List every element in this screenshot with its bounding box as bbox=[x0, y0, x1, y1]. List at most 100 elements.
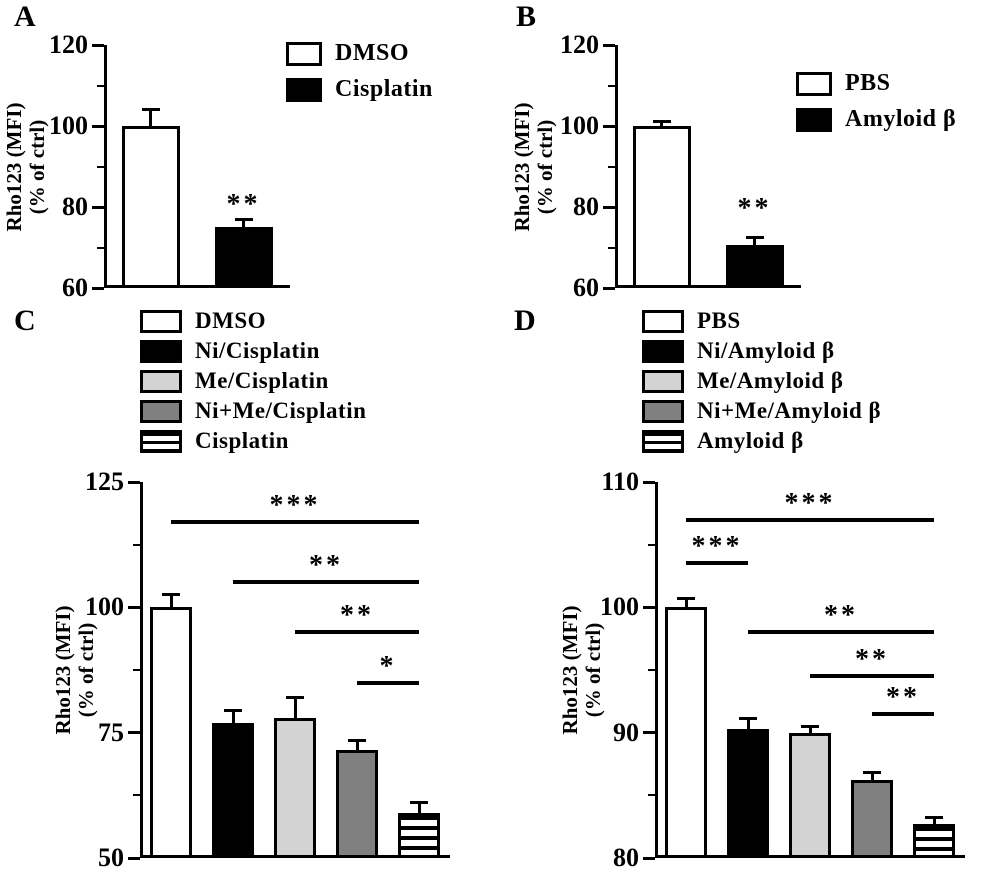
y-tick-label: 100 bbox=[560, 111, 599, 140]
legend-swatch-amyloid bbox=[796, 107, 832, 132]
y-axis-title-line: (% of ctrl) bbox=[25, 119, 49, 214]
y-tick-label: 60 bbox=[62, 273, 88, 302]
y-axis-tick bbox=[643, 480, 655, 484]
legend-item-ni-me-cisplatin: Ni+Me/Cisplatin bbox=[140, 398, 366, 424]
y-axis-tick bbox=[603, 124, 615, 128]
y-axis-minor-tick bbox=[648, 669, 655, 671]
legend-swatch-ni-me-amyloid bbox=[642, 399, 684, 423]
legend-item-ni-amyloid: Ni/Amyloid β bbox=[642, 338, 881, 364]
y-tick-label: 100 bbox=[85, 592, 124, 622]
error-bar-dmso bbox=[169, 594, 173, 608]
error-bar-me-amyloid bbox=[808, 726, 812, 733]
legend-item-pbs: PBS bbox=[796, 70, 956, 97]
y-axis-tick bbox=[603, 205, 615, 209]
y-axis-tick bbox=[128, 605, 140, 609]
y-axis-minor-tick bbox=[133, 669, 140, 671]
significance-stars: ** bbox=[309, 550, 343, 582]
error-bar-ni-amyloid bbox=[746, 718, 750, 729]
legend-label: Cisplatin bbox=[335, 76, 433, 102]
legend-item-dmso: DMSO bbox=[140, 308, 366, 334]
y-tick-label: 50 bbox=[98, 843, 124, 872]
y-tick-label: 120 bbox=[560, 30, 599, 59]
bar-amyloid bbox=[725, 245, 784, 288]
significance-stars: ** bbox=[737, 193, 772, 225]
legend-label: Me/Cisplatin bbox=[195, 368, 329, 393]
y-axis-tick bbox=[643, 856, 655, 860]
y-axis-minor-tick bbox=[608, 165, 615, 168]
error-bar-cap bbox=[141, 108, 160, 112]
y-axis-minor-tick bbox=[133, 794, 140, 797]
legend-swatch-me-cisplatin bbox=[140, 369, 182, 393]
y-tick-label: 80 bbox=[62, 192, 88, 221]
significance-line bbox=[686, 517, 934, 522]
error-bar-me-cisplatin bbox=[293, 697, 297, 718]
y-tick-label: 80 bbox=[573, 192, 599, 221]
error-bar-ni-cisplatin bbox=[231, 710, 235, 723]
y-tick-label: 75 bbox=[98, 717, 124, 747]
error-bar-cap bbox=[925, 816, 943, 820]
legend-item-cisplatin: Cisplatin bbox=[140, 428, 366, 454]
error-bar-ni-me-cisplatin bbox=[355, 740, 359, 751]
y-axis-minor-tick bbox=[97, 165, 104, 168]
panel-d-bar-chart: 110 100 90 80 Rho123 (MFI) (% of ctrl) *** *** *… bbox=[500, 298, 1000, 893]
legend-label: Ni/Cisplatin bbox=[195, 338, 320, 363]
bar-me-cisplatin bbox=[274, 717, 316, 858]
legend-item-ni-cisplatin: Ni/Cisplatin bbox=[140, 338, 366, 364]
legend-swatch-cisplatin bbox=[140, 429, 182, 453]
legend-label: Amyloid β bbox=[845, 106, 957, 132]
panel-c-legend: DMSO Ni/Cisplatin Me/Cisplatin Ni+Me/Cispla… bbox=[140, 308, 366, 458]
significance-line bbox=[171, 520, 419, 525]
error-bar-cap bbox=[162, 593, 180, 597]
legend-swatch-ni-me-cisplatin bbox=[140, 399, 182, 423]
panel-a-bar-chart: 120 100 80 60 Rho123 (MFI) (% of ctrl) ** bbox=[0, 0, 500, 302]
y-axis-title: Rho123 (MFI) (% of ctrl) bbox=[510, 102, 557, 231]
significance-stars: ** bbox=[340, 600, 374, 632]
legend-swatch-dmso bbox=[140, 309, 182, 333]
significance-line bbox=[872, 711, 934, 716]
panel-a-legend: DMSO Cisplatin bbox=[286, 40, 433, 112]
legend-swatch-pbs bbox=[642, 309, 684, 333]
panel-b: B PBS Amyloid β 120 100 80 60 Rho123 (MFI) (% … bbox=[500, 0, 1000, 302]
legend-item-amyloid: Amyloid β bbox=[796, 106, 956, 133]
y-tick-label: 80 bbox=[613, 843, 639, 872]
y-axis-tick bbox=[643, 605, 655, 609]
bar-ni-me-cisplatin bbox=[336, 750, 378, 858]
y-axis-tick bbox=[128, 480, 140, 484]
y-tick-label: 100 bbox=[600, 592, 639, 622]
legend-label: PBS bbox=[697, 308, 741, 333]
bar-cisplatin bbox=[398, 812, 440, 858]
y-axis-minor-tick bbox=[648, 543, 655, 546]
error-bar-dmso bbox=[149, 109, 152, 126]
legend-label: DMSO bbox=[195, 308, 266, 333]
y-axis-minor-tick bbox=[97, 246, 104, 249]
y-axis-title-line: Rho123 (MFI) bbox=[557, 605, 582, 735]
error-bar-amyloid bbox=[932, 817, 936, 825]
error-bar-cap bbox=[652, 120, 671, 124]
y-tick-label: 110 bbox=[601, 467, 639, 496]
error-bar-cap bbox=[286, 696, 304, 700]
legend-item-ni-me-amyloid: Ni+Me/Amyloid β bbox=[642, 398, 881, 424]
legend-label: Cisplatin bbox=[195, 428, 289, 453]
panel-d-label: D bbox=[514, 304, 536, 337]
significance-line bbox=[295, 630, 419, 635]
error-bar-cisplatin bbox=[417, 802, 421, 813]
legend-item-me-amyloid: Me/Amyloid β bbox=[642, 368, 881, 394]
error-bar-ni-me-amyloid bbox=[870, 772, 874, 781]
significance-line bbox=[233, 580, 419, 585]
significance-stars: ** bbox=[886, 681, 920, 713]
bar-dmso bbox=[121, 126, 180, 288]
y-axis-tick bbox=[92, 124, 104, 128]
legend-swatch-pbs bbox=[796, 71, 832, 96]
y-axis-minor-tick bbox=[608, 246, 615, 249]
y-axis-title-line: (% of ctrl) bbox=[74, 622, 98, 718]
y-tick-label: 100 bbox=[49, 111, 88, 140]
legend-item-dmso: DMSO bbox=[286, 40, 433, 67]
panel-c: C DMSO Ni/Cisplatin Me/Cisplatin Ni+Me/Cisp… bbox=[0, 298, 500, 893]
legend-label: Ni+Me/Amyloid β bbox=[697, 398, 882, 423]
error-bar-cap bbox=[863, 771, 881, 775]
error-bar-cap bbox=[234, 217, 253, 221]
error-bar-cisplatin bbox=[242, 219, 245, 228]
bar-pbs bbox=[665, 607, 707, 858]
legend-label: Ni/Amyloid β bbox=[697, 338, 835, 363]
y-tick-label: 90 bbox=[613, 717, 639, 747]
